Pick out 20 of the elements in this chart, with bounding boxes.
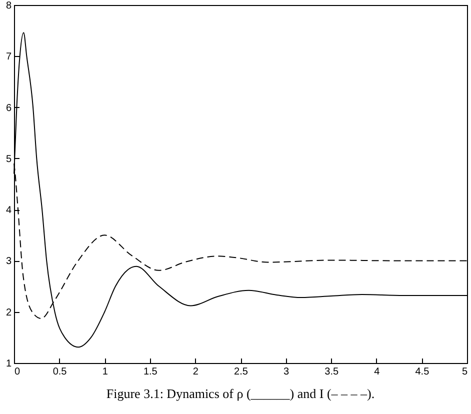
y-tick-label: 8 — [6, 0, 12, 12]
x-tick-label: 2 — [192, 366, 199, 378]
y-tick-label: 6 — [6, 102, 12, 114]
y-tick-label: 7 — [6, 52, 12, 63]
caption: Figure 3.1: Dynamics of ρ (______) and I (– – – –). — [106, 386, 375, 401]
x-tick-label: 0 — [14, 366, 20, 378]
x-tick-label: 3.5 — [324, 366, 339, 378]
x-tick-label: 4.5 — [415, 366, 430, 378]
x-tick-label: 1.5 — [143, 366, 158, 378]
x-tick-label: 3 — [284, 366, 290, 378]
x-tick-label: 2.5 — [234, 366, 248, 378]
y-tick-label: 5 — [6, 154, 12, 165]
y-tick-label: 3 — [6, 256, 12, 268]
x-tick-label: 1 — [102, 366, 108, 378]
x-tick-label: 0.5 — [52, 366, 68, 378]
y-tick-label: 1 — [6, 358, 12, 370]
x-tick-label: 4 — [374, 366, 380, 378]
y-tick-label: 4 — [6, 205, 12, 216]
x-tick-label: 5 — [462, 366, 468, 378]
y-tick-label: 2 — [6, 307, 12, 318]
